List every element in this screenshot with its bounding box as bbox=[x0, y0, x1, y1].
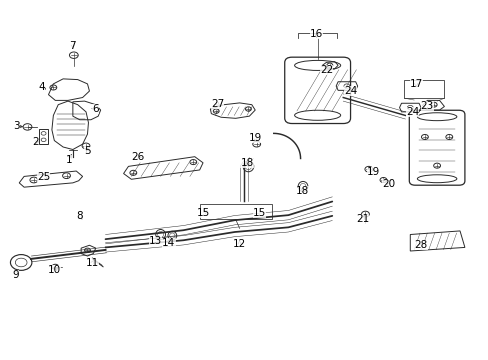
Text: 17: 17 bbox=[408, 79, 422, 89]
Text: 20: 20 bbox=[381, 179, 394, 189]
Text: 9: 9 bbox=[12, 270, 19, 280]
Text: 25: 25 bbox=[37, 172, 50, 182]
Text: 24: 24 bbox=[405, 107, 419, 117]
Text: 3: 3 bbox=[13, 121, 20, 131]
Text: 22: 22 bbox=[319, 64, 332, 75]
Text: 19: 19 bbox=[366, 167, 380, 177]
Text: 12: 12 bbox=[232, 239, 246, 249]
Text: 19: 19 bbox=[248, 133, 261, 143]
Text: 18: 18 bbox=[240, 158, 253, 168]
Text: 10: 10 bbox=[48, 265, 61, 275]
Text: 27: 27 bbox=[211, 99, 224, 109]
Text: 5: 5 bbox=[84, 146, 91, 156]
Text: 8: 8 bbox=[76, 211, 83, 221]
Text: 18: 18 bbox=[295, 186, 308, 197]
Text: 16: 16 bbox=[309, 29, 323, 39]
Text: 7: 7 bbox=[69, 41, 76, 50]
Text: 26: 26 bbox=[131, 152, 144, 162]
Text: 2: 2 bbox=[32, 138, 39, 147]
Text: 13: 13 bbox=[149, 236, 162, 246]
Text: 15: 15 bbox=[252, 208, 265, 218]
Text: 14: 14 bbox=[162, 238, 175, 248]
Text: 28: 28 bbox=[413, 240, 427, 250]
Text: 11: 11 bbox=[85, 258, 99, 268]
Text: 15: 15 bbox=[196, 208, 209, 218]
Text: 21: 21 bbox=[355, 215, 368, 224]
Bar bbox=[404, 80, 444, 98]
Bar bbox=[199, 204, 271, 220]
Text: 23: 23 bbox=[420, 102, 433, 112]
Text: 24: 24 bbox=[344, 86, 357, 96]
Text: 4: 4 bbox=[39, 82, 45, 92]
Text: 1: 1 bbox=[65, 155, 72, 165]
Text: 6: 6 bbox=[92, 104, 99, 114]
